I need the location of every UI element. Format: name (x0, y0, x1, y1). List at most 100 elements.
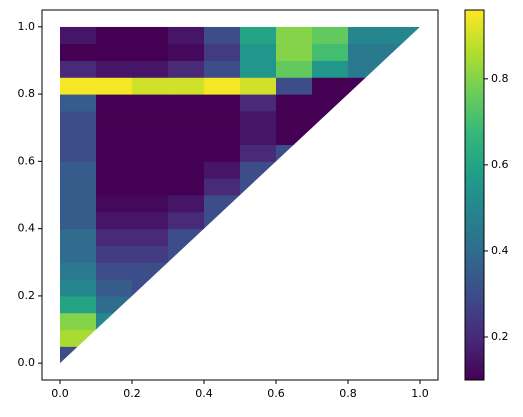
heatmap-cell (168, 43, 205, 61)
heatmap-cell (96, 279, 133, 297)
heatmap-cell (168, 178, 205, 196)
heatmap-cell (96, 94, 133, 112)
heatmap-cell (168, 245, 205, 263)
heatmap-cell (132, 144, 169, 162)
heatmap-cell (60, 245, 97, 263)
heatmap-cell (60, 77, 97, 95)
heatmap-cell (240, 110, 277, 129)
colorbar-tick-label: 0.6 (491, 158, 509, 171)
heatmap-cell (96, 295, 133, 314)
heatmap-cell (204, 110, 241, 129)
heatmap-cell (132, 43, 169, 61)
heatmap-cell (204, 195, 241, 213)
heatmap-cell (60, 178, 97, 196)
heatmap-cell (240, 178, 277, 196)
heatmap (60, 26, 420, 364)
heatmap-cell (60, 228, 97, 246)
heatmap-cell (240, 60, 277, 78)
heatmap-cell (348, 77, 385, 95)
heatmap-cell (132, 77, 169, 95)
heatmap-cell (276, 144, 313, 162)
heatmap-cell (132, 94, 169, 112)
heatmap-cell (312, 60, 349, 78)
heatmap-cell (132, 127, 169, 146)
heatmap-cell (132, 110, 169, 129)
heatmap-cell (384, 26, 420, 45)
heatmap-cell (348, 60, 385, 78)
heatmap-cell (312, 26, 349, 45)
colorbar-tick-label: 0.4 (491, 244, 509, 257)
heatmap-cell (168, 211, 205, 230)
heatmap-cell (96, 144, 133, 162)
heatmap-cell (204, 144, 241, 162)
heatmap-cell (96, 245, 133, 263)
heatmap-cell (60, 295, 97, 314)
heatmap-cell (132, 60, 169, 78)
heatmap-cell (96, 211, 133, 230)
x-tick-label: 1.0 (411, 387, 429, 400)
heatmap-cell (312, 94, 349, 112)
heatmap-cell (204, 211, 241, 230)
heatmap-cell (240, 26, 277, 45)
heatmap-cell (96, 178, 133, 196)
heatmap-cell (204, 178, 241, 196)
axes-frame (41, 9, 439, 381)
heatmap-cell (132, 178, 169, 196)
heatmap-cell (276, 26, 313, 45)
heatmap-cell (60, 94, 97, 112)
heatmap-cell (132, 211, 169, 230)
heatmap-cell (204, 60, 241, 78)
heatmap-cell (204, 161, 241, 179)
heatmap-cell (168, 77, 205, 95)
heatmap-cell (132, 262, 169, 280)
colorbar-tick-label: 0.2 (491, 330, 509, 343)
y-tick-label: 0.6 (18, 154, 36, 167)
heatmap-cell (204, 77, 241, 95)
heatmap-cell (60, 60, 97, 78)
heatmap-cell (276, 43, 313, 61)
heatmap-cell (276, 60, 313, 78)
y-tick-label: 0.2 (18, 289, 36, 302)
heatmap-cell (312, 110, 349, 129)
heatmap-cell (240, 127, 277, 146)
heatmap-cell (348, 43, 385, 61)
y-tick-label: 0.8 (18, 87, 36, 100)
heatmap-cell (168, 26, 205, 45)
heatmap-cell (204, 94, 241, 112)
heatmap-cell (168, 161, 205, 179)
heatmap-cell (204, 127, 241, 146)
heatmap-cell (132, 161, 169, 179)
heatmap-cell (96, 228, 133, 246)
heatmap-cell (60, 144, 97, 162)
heatmap-cell (60, 195, 97, 213)
x-tick-label: 0.8 (339, 387, 357, 400)
colorbar (464, 9, 485, 381)
heatmap-cell (132, 245, 169, 263)
heatmap-cell (132, 195, 169, 213)
heatmap-cell (60, 346, 97, 364)
heatmap-cell (60, 211, 97, 230)
heatmap-cell (96, 26, 133, 45)
heatmap-cell (96, 43, 133, 61)
colorbar-tick-label: 0.8 (491, 72, 509, 85)
heatmap-cell (60, 329, 97, 347)
heatmap-cell (60, 262, 97, 280)
heatmap-cell (132, 26, 169, 45)
heatmap-cell (276, 110, 313, 129)
heatmap-cell (168, 195, 205, 213)
heatmap-cell (204, 26, 241, 45)
heatmap-cell (96, 195, 133, 213)
heatmap-cell (60, 312, 97, 331)
heatmap-cell (96, 161, 133, 179)
heatmap-cell (240, 94, 277, 112)
heatmap-cell (240, 161, 277, 179)
x-tick-label: 0.0 (51, 387, 69, 400)
heatmap-cell (168, 144, 205, 162)
heatmap-cell (168, 94, 205, 112)
y-tick-label: 0.0 (18, 356, 36, 369)
heatmap-cell (348, 26, 385, 45)
heatmap-cell (96, 127, 133, 146)
heatmap-cell (168, 228, 205, 246)
heatmap-cell (168, 110, 205, 129)
